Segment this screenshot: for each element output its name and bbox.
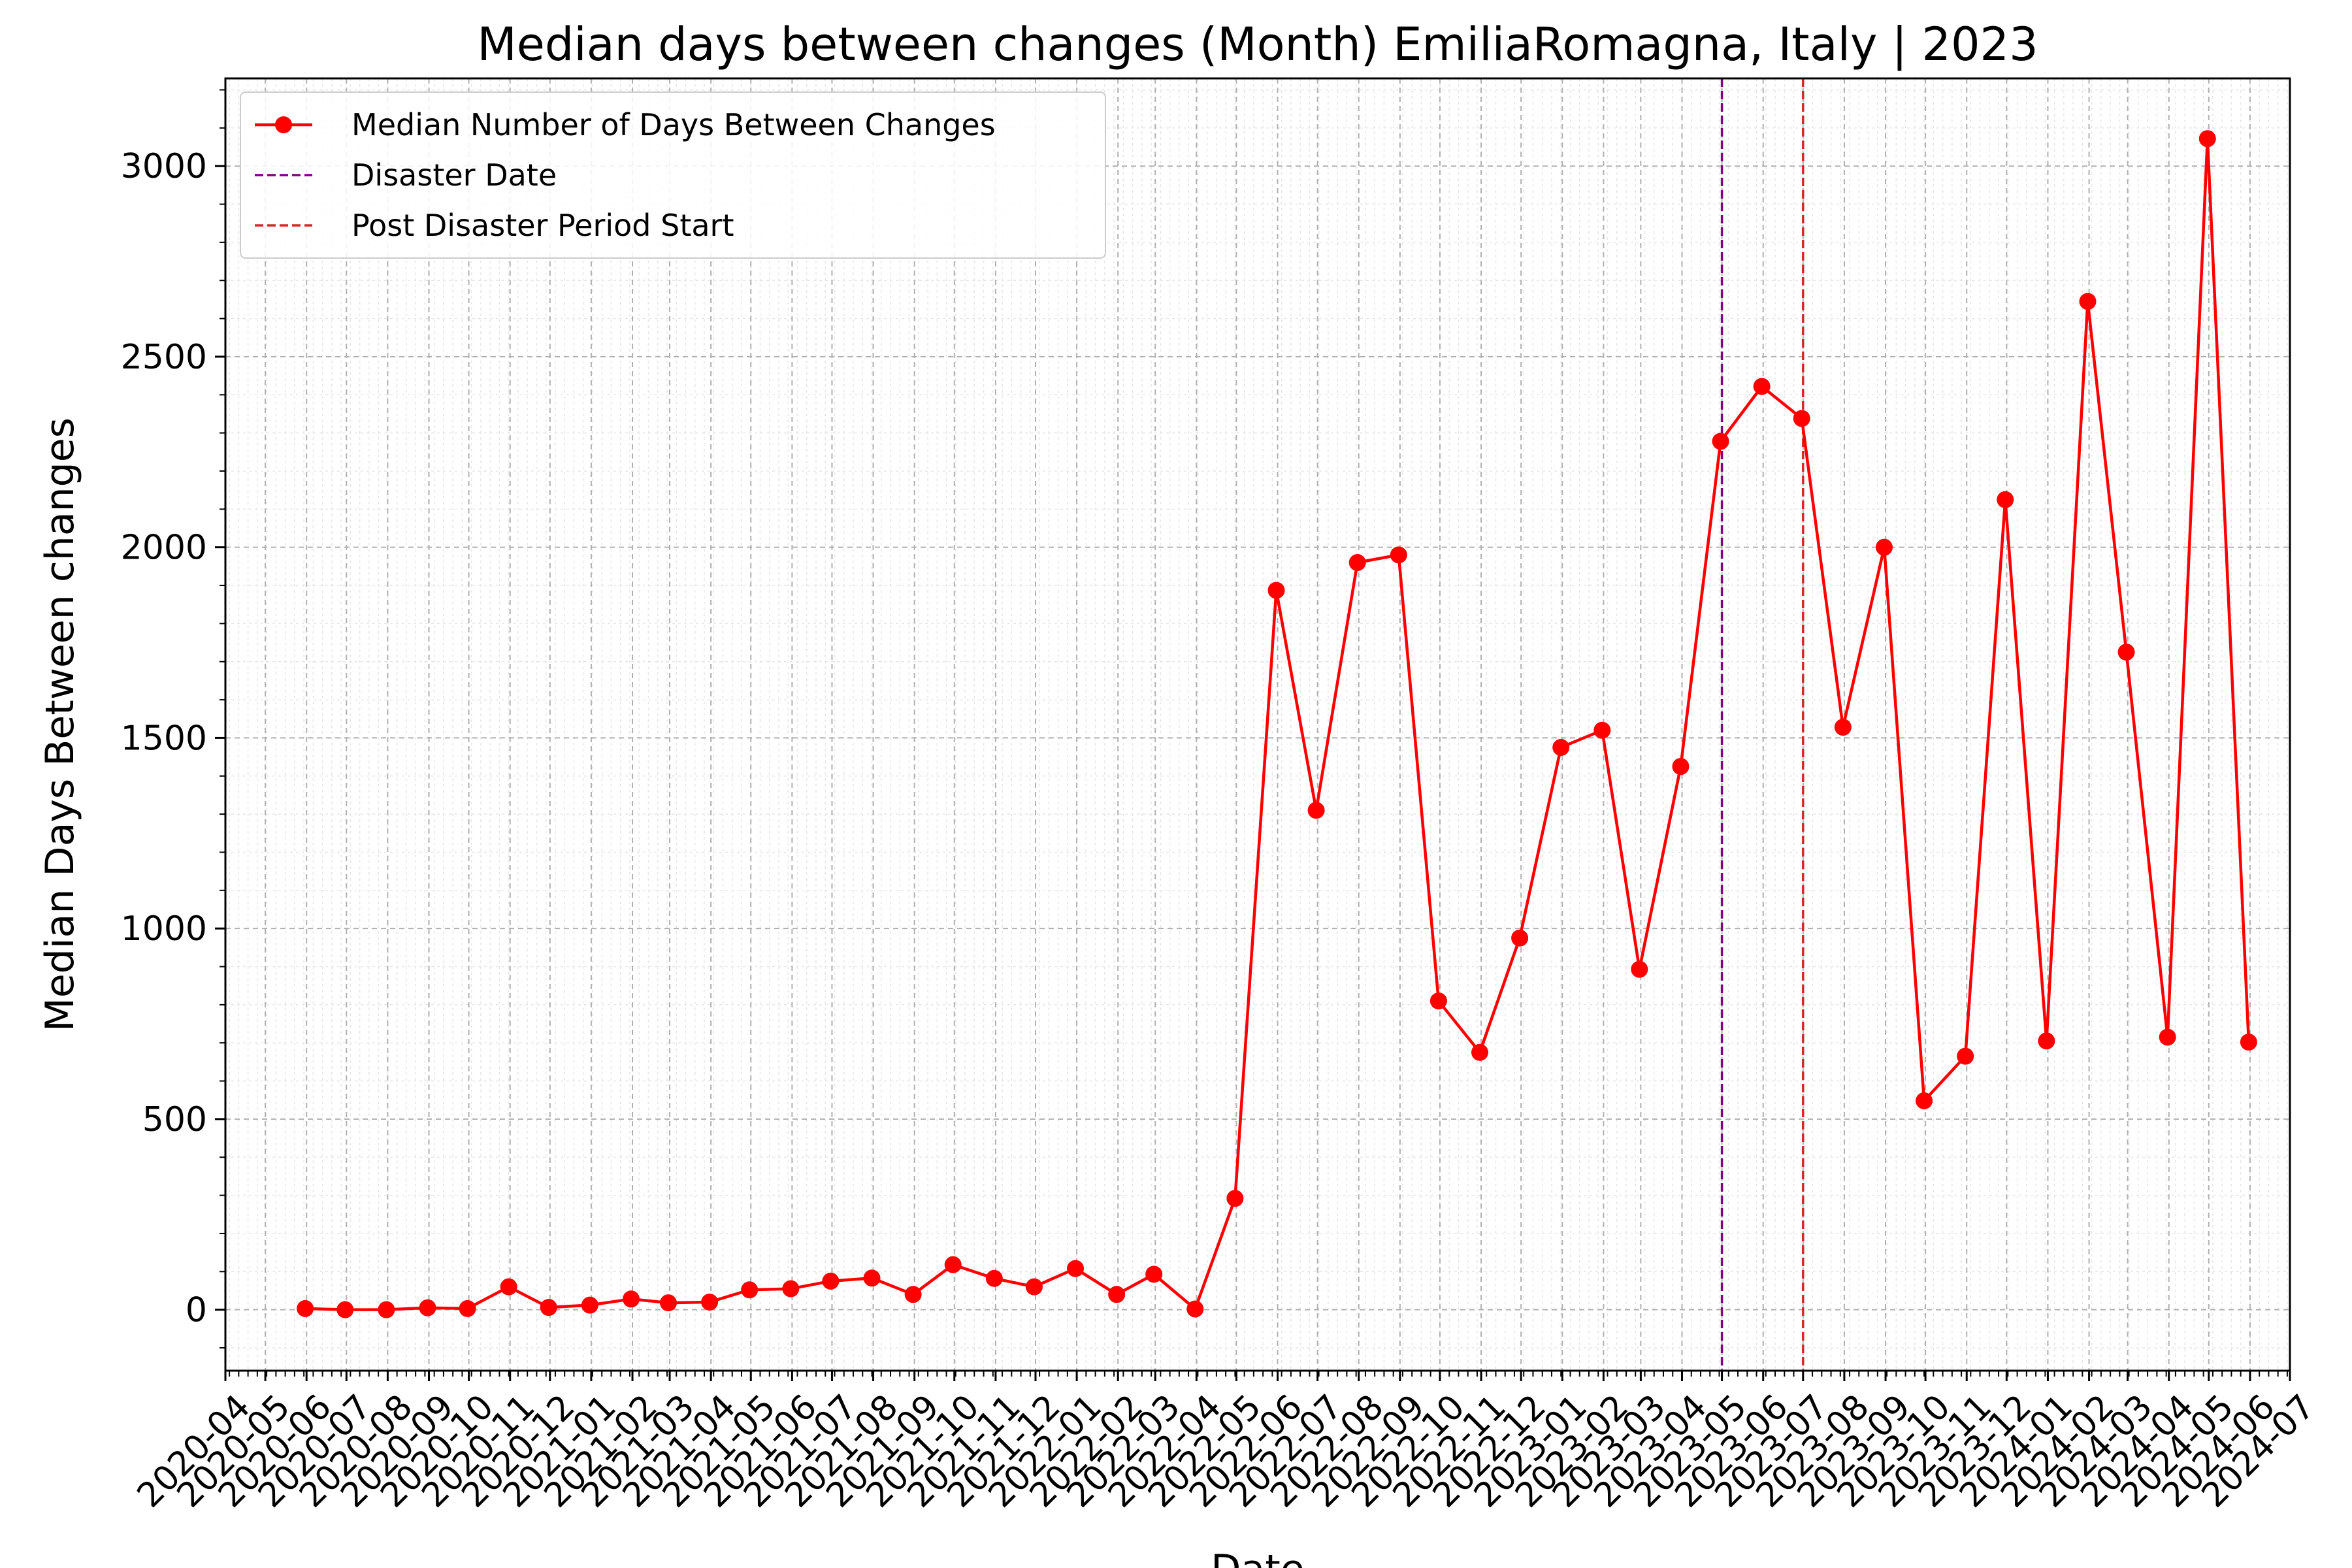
legend-swatch-marker — [275, 116, 292, 133]
data-point — [581, 1296, 598, 1314]
data-point — [1593, 721, 1611, 739]
data-point — [660, 1294, 678, 1312]
y-tick-label: 2500 — [121, 338, 207, 377]
data-point — [1471, 1043, 1489, 1061]
data-point — [500, 1278, 517, 1296]
data-point — [297, 1299, 314, 1317]
reference-lines — [1720, 78, 1805, 1371]
legend-label: Post Disaster Period Start — [351, 208, 734, 243]
series-layer — [297, 130, 2257, 1318]
data-point — [336, 1301, 354, 1318]
data-point — [1672, 758, 1690, 776]
y-tick-label: 1000 — [121, 909, 207, 949]
data-point — [1997, 491, 2014, 508]
minor-grid — [225, 78, 2290, 1371]
data-point — [904, 1286, 922, 1303]
data-point — [2159, 1028, 2176, 1046]
chart-title: Median days between changes (Month) Emil… — [477, 18, 2038, 71]
data-point — [2079, 293, 2097, 310]
y-axis-label: Median Days Between changes — [37, 417, 83, 1032]
data-point — [459, 1299, 476, 1317]
data-point — [419, 1299, 436, 1316]
data-point — [1226, 1190, 1244, 1207]
data-point — [1511, 929, 1529, 947]
data-point — [1145, 1266, 1163, 1283]
data-point — [1957, 1047, 1974, 1065]
x-axis-label: Date — [1211, 1546, 1304, 1568]
legend-box — [240, 91, 1106, 259]
legend: Median Number of Days Between Changes Dis… — [240, 91, 1106, 259]
data-point — [1793, 410, 1810, 427]
y-tick-label: 2000 — [121, 529, 207, 568]
data-point — [1429, 992, 1447, 1010]
data-point — [1552, 739, 1570, 757]
data-point — [1025, 1278, 1043, 1296]
major-grid — [225, 78, 2291, 1371]
data-point — [2038, 1032, 2055, 1050]
data-point — [623, 1290, 640, 1308]
data-point — [378, 1301, 395, 1318]
data-point — [540, 1299, 557, 1316]
data-point — [2240, 1034, 2257, 1051]
data-point — [1390, 546, 1407, 564]
data-point — [1108, 1286, 1126, 1303]
y-tick-label: 1500 — [121, 719, 207, 758]
data-point — [2198, 130, 2216, 148]
data-point — [782, 1280, 800, 1298]
data-point — [1834, 719, 1852, 736]
data-point — [1753, 378, 1771, 395]
data-point — [944, 1256, 962, 1273]
data-point — [1875, 538, 1893, 556]
data-point — [1267, 581, 1285, 599]
y-tick-label: 0 — [186, 1291, 207, 1330]
data-point — [2117, 644, 2135, 661]
y-tick-label: 500 — [142, 1100, 207, 1139]
data-point — [1712, 433, 1729, 450]
data-point — [741, 1281, 759, 1299]
legend-label: Disaster Date — [351, 157, 557, 193]
data-point — [985, 1269, 1003, 1287]
data-point — [1631, 960, 1648, 978]
data-point — [863, 1269, 881, 1287]
y-tick-label: 3000 — [121, 147, 207, 186]
data-point — [1916, 1092, 1933, 1109]
data-point — [701, 1293, 719, 1311]
data-point — [1307, 802, 1325, 819]
axis-ticks: 2020-042020-052020-062020-072020-082020-… — [121, 89, 2323, 1515]
data-point — [1186, 1300, 1204, 1318]
data-point — [1348, 554, 1366, 572]
plot-frame — [224, 77, 2291, 1372]
legend-label: Median Number of Days Between Changes — [351, 107, 996, 142]
data-point — [822, 1272, 840, 1290]
data-point — [1067, 1260, 1085, 1277]
